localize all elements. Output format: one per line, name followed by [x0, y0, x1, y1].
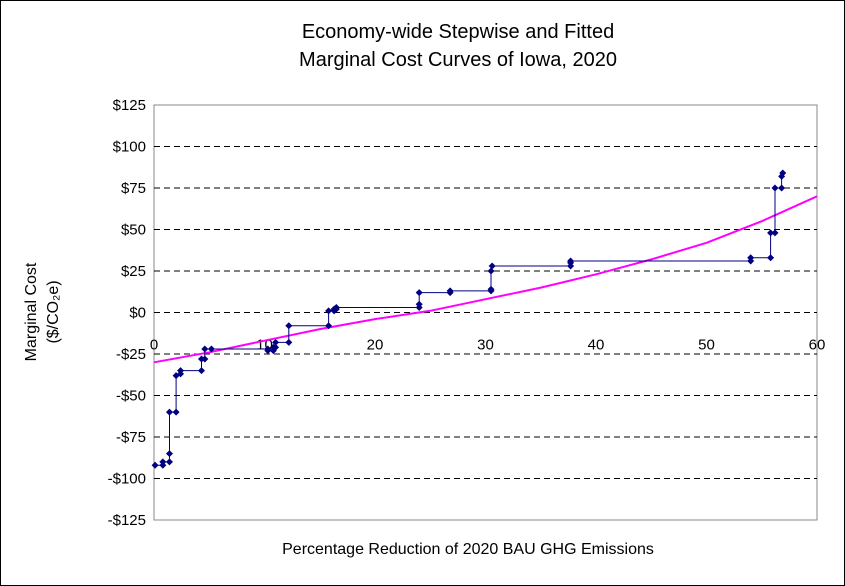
data-point: [272, 338, 280, 346]
stepwise-markers: [151, 169, 787, 469]
data-point: [771, 229, 779, 237]
x-tick-label: 0: [150, 337, 158, 354]
y-tick-label: $100: [113, 139, 146, 156]
x-tick-label: 50: [698, 337, 715, 354]
y-tick-labels: $125 $100 $75 $50 $25 $0 -$25 -$50 -$75 -$100 -$12…: [108, 97, 146, 529]
gridlines: [154, 146, 817, 479]
data-point: [487, 267, 495, 275]
y-axis-label-line-2: ($/CO₂e): [45, 280, 62, 343]
y-tick-label: $25: [121, 263, 146, 280]
y-tick-label: $75: [121, 180, 146, 197]
y-tick-label: -$100: [108, 471, 146, 488]
y-tick-label: -$50: [116, 388, 146, 405]
data-point: [325, 307, 333, 315]
data-point: [165, 458, 173, 466]
data-point: [771, 184, 779, 192]
data-point: [325, 322, 333, 330]
data-point: [198, 367, 206, 375]
y-tick-label: -$25: [116, 346, 146, 363]
data-point: [177, 367, 185, 375]
data-point: [285, 338, 293, 346]
data-point: [415, 289, 423, 297]
x-tick-label: 40: [588, 337, 605, 354]
data-point: [264, 347, 272, 355]
chart-title-line-2: Marginal Cost Curves of Iowa, 2020: [299, 49, 617, 71]
data-point: [767, 254, 775, 262]
x-axis-label: Percentage Reduction of 2020 BAU GHG Emi…: [282, 541, 654, 558]
x-tick-label: 60: [809, 337, 826, 354]
data-point: [165, 408, 173, 416]
x-tick-label: 20: [367, 337, 384, 354]
data-point: [172, 408, 180, 416]
y-tick-label: $125: [113, 97, 146, 114]
data-point: [285, 322, 293, 330]
data-point: [272, 343, 280, 351]
y-tick-label: -$125: [108, 512, 146, 529]
data-point: [159, 458, 167, 466]
data-point: [207, 345, 215, 353]
x-tick-label: 30: [477, 337, 494, 354]
y-tick-label: $50: [121, 222, 146, 239]
data-point: [446, 287, 454, 295]
data-point: [332, 304, 340, 312]
data-point: [165, 450, 173, 458]
data-point: [487, 285, 495, 293]
x-tick-labels: 0 10 20 30 40 50 60: [150, 337, 826, 354]
fitted-curve: [153, 195, 818, 364]
data-point: [415, 300, 423, 308]
data-point: [151, 461, 159, 469]
data-point: [767, 229, 775, 237]
chart-title-line-1: Economy-wide Stepwise and Fitted: [302, 21, 614, 43]
y-axis-label-line-1: Marginal Cost: [23, 262, 40, 361]
data-point: [201, 355, 209, 363]
data-point: [779, 169, 787, 177]
data-point: [201, 345, 209, 353]
y-tick-label: -$75: [116, 429, 146, 446]
data-point: [747, 254, 755, 262]
data-point: [488, 262, 496, 270]
y-tick-label: $0: [129, 305, 146, 322]
data-point: [778, 184, 786, 192]
data-point: [567, 257, 575, 265]
